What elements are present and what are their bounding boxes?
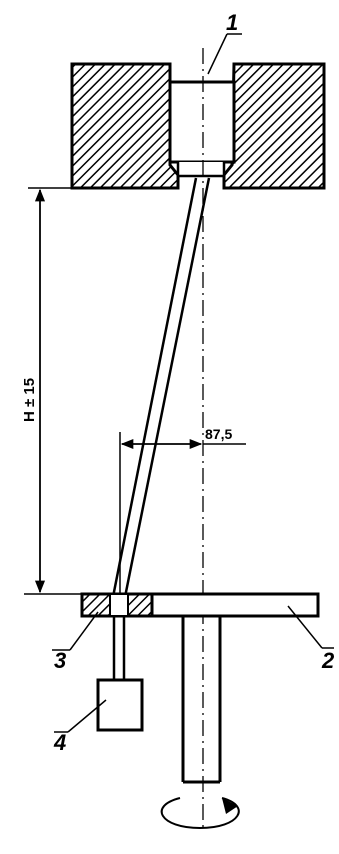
upper-block-left bbox=[70, 62, 180, 190]
rotation-shaft bbox=[181, 616, 222, 784]
height-dimension: H ± 15 bbox=[21, 187, 178, 595]
collector-part-4 bbox=[96, 678, 144, 732]
upper-block bbox=[70, 62, 326, 190]
offset-dimension-label: 87,5 bbox=[205, 426, 232, 442]
nozzle-part-1 bbox=[168, 80, 236, 164]
collector-tube bbox=[112, 616, 126, 680]
label-part-2: 2 bbox=[321, 648, 335, 673]
tube-passage bbox=[109, 593, 129, 617]
inclined-tube bbox=[110, 177, 211, 603]
upper-block-right bbox=[222, 62, 326, 190]
label-part-4: 4 bbox=[53, 730, 66, 755]
label-part-1: 1 bbox=[226, 10, 238, 35]
height-dimension-label: H ± 15 bbox=[21, 378, 38, 422]
nozzle-throat bbox=[176, 162, 226, 178]
offset-dimension: 87,5 bbox=[119, 426, 246, 595]
rotation-arrow-icon bbox=[160, 797, 240, 830]
label-part-3: 3 bbox=[54, 648, 66, 673]
leader-lines bbox=[52, 33, 334, 733]
